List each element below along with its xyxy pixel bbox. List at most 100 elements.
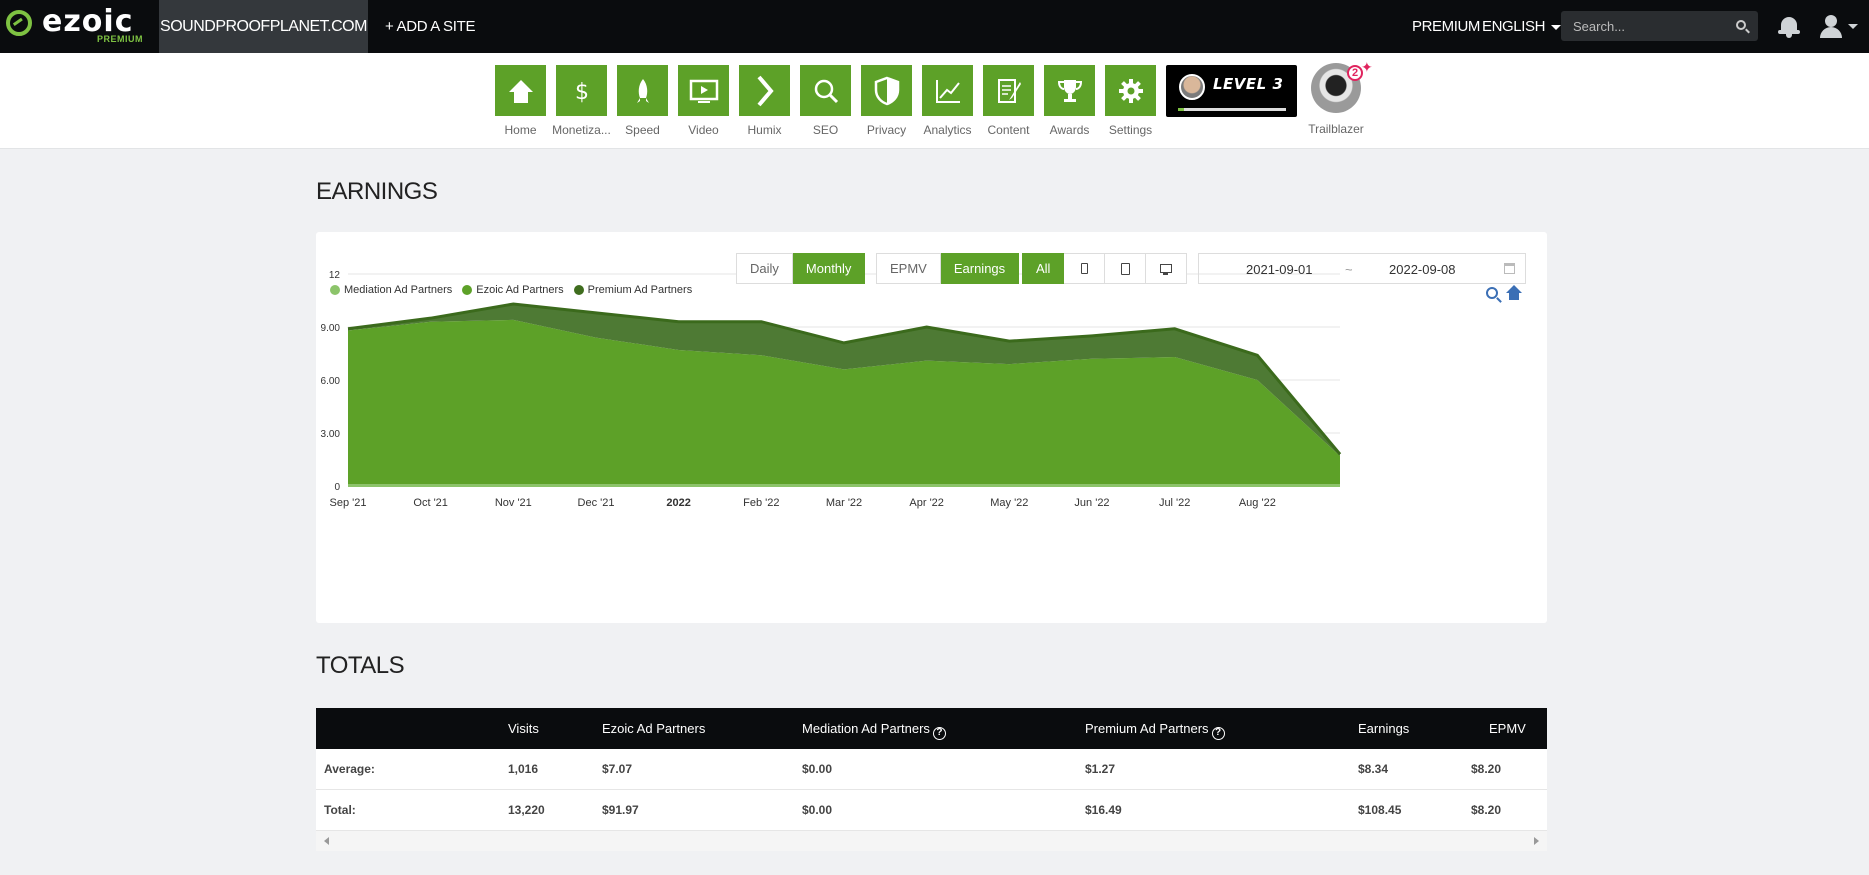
legend-item-mediation[interactable]: Mediation Ad Partners: [330, 284, 452, 296]
table-header: Visits Ezoic Ad Partners Mediation Ad Pa…: [316, 708, 1547, 749]
table-cell: $91.97: [602, 803, 639, 817]
nav-video[interactable]: Video: [673, 65, 734, 137]
home-icon: [495, 65, 546, 116]
chart-legend: Mediation Ad Partners Ezoic Ad Partners …: [330, 284, 702, 296]
site-selector[interactable]: SOUNDPROOFPLANET.COM: [159, 0, 368, 53]
x-tick-label: Jun '22: [1074, 497, 1109, 509]
nav-label: Settings: [1108, 123, 1153, 137]
trophy-icon: [1044, 65, 1095, 116]
legend-label: Mediation Ad Partners: [344, 284, 453, 296]
trailblazer-label: Trailblazer: [1308, 122, 1364, 136]
y-tick-label: 9.00: [321, 323, 341, 334]
premium-link[interactable]: PREMIUM: [1412, 18, 1481, 35]
epmv-button[interactable]: EPMV: [876, 253, 941, 284]
search-input[interactable]: [1561, 11, 1731, 41]
table-cell: $7.07: [602, 762, 633, 776]
nav-label: Speed: [625, 123, 660, 137]
dollar-icon: $: [556, 65, 607, 116]
user-icon[interactable]: [1819, 14, 1843, 38]
magnifier-icon: [800, 65, 851, 116]
x-tick-label: Feb '22: [743, 497, 779, 509]
nav-label: Awards: [1049, 123, 1090, 137]
ezoic-logo[interactable]: ezoic PREMIUM: [6, 4, 156, 46]
earnings-chart-card: 0 3.00 6.00 9.00 12 Sep '21 Oct '21 Nov '21 Dec …: [316, 232, 1547, 623]
top-bar: ezoic PREMIUM SOUNDPROOFPLANET.COM + ADD…: [0, 0, 1869, 53]
table-cell: $1.27: [1085, 762, 1116, 776]
svg-text:$: $: [575, 80, 589, 105]
column-header-wrap: Premium Ad Partners?: [1085, 708, 1225, 749]
date-end: 2022-09-08: [1389, 262, 1456, 277]
nav-speed[interactable]: Speed: [612, 65, 673, 137]
language-label: ENGLISH: [1482, 18, 1546, 35]
help-icon[interactable]: ?: [1211, 727, 1225, 740]
nav-privacy[interactable]: Privacy: [856, 65, 917, 137]
scroll-left-icon[interactable]: [324, 837, 329, 845]
horizontal-scrollbar[interactable]: [316, 831, 1547, 851]
device-toggle: All: [1022, 253, 1188, 284]
legend-item-ezoic[interactable]: Ezoic Ad Partners: [462, 284, 564, 296]
nav-monetization[interactable]: $ Monetiza...: [551, 65, 612, 137]
table-cell: $0.00: [802, 803, 833, 817]
bell-icon[interactable]: [1778, 15, 1800, 39]
caret-down-icon[interactable]: [1848, 24, 1858, 29]
x-tick-label: Jul '22: [1159, 497, 1190, 509]
table-cell: $108.45: [1358, 803, 1402, 817]
help-icon[interactable]: ?: [932, 727, 946, 740]
column-header: EPMV: [1489, 721, 1526, 736]
trailblazer-badge[interactable]: 2 ✦ Trailblazer: [1306, 59, 1373, 136]
caret-down-icon: [1551, 24, 1562, 30]
calendar-icon: [1504, 263, 1515, 274]
nav-settings[interactable]: Settings: [1100, 65, 1161, 137]
daily-button[interactable]: Daily: [736, 253, 793, 284]
phone-icon[interactable]: [1064, 253, 1106, 284]
x-tick-label: Apr '22: [909, 497, 944, 509]
monthly-button[interactable]: Monthly: [792, 253, 866, 284]
brand-name: ezoic: [42, 4, 134, 39]
nav-label: Home: [504, 123, 537, 137]
search-box[interactable]: [1561, 11, 1758, 41]
nav-seo[interactable]: SEO: [795, 65, 856, 137]
nav-content[interactable]: Content: [978, 65, 1039, 137]
level-badge[interactable]: LEVEL 3: [1166, 65, 1297, 117]
date-start: 2021-09-01: [1246, 262, 1313, 277]
earnings-chart: 0 3.00 6.00 9.00 12 Sep '21 Oct '21 Nov '21 Dec …: [321, 270, 1342, 509]
earnings-button[interactable]: Earnings: [940, 253, 1020, 284]
nav-label: Monetiza...: [552, 123, 611, 137]
ezoic-logo-icon: [6, 10, 32, 36]
tablet-icon[interactable]: [1105, 253, 1147, 284]
x-tick-label: 2022: [666, 497, 690, 509]
x-tick-label: Nov '21: [495, 497, 532, 509]
legend-item-premium[interactable]: Premium Ad Partners: [573, 284, 692, 296]
area-ezoic-ad-partners: [348, 319, 1340, 485]
nav-humix[interactable]: Humix: [734, 65, 795, 137]
nav-analytics[interactable]: Analytics: [917, 65, 978, 137]
search-icon[interactable]: [1736, 20, 1746, 30]
nav-label: Humix: [747, 123, 782, 137]
all-devices-button[interactable]: All: [1022, 253, 1065, 284]
zoom-icon[interactable]: [1486, 287, 1498, 299]
reset-zoom-home-icon[interactable]: [1506, 285, 1522, 301]
x-tick-label: Aug '22: [1239, 497, 1276, 509]
x-tick-label: Dec '21: [578, 497, 615, 509]
column-header: Mediation Ad Partners: [802, 721, 930, 736]
tool-navigation: Home $ Monetiza... Speed Video Humix SEO: [0, 53, 1869, 149]
column-header: Visits: [508, 721, 539, 736]
legend-dot: [462, 285, 473, 295]
level-progress-fill: [1178, 108, 1185, 111]
language-dropdown[interactable]: ENGLISH: [1482, 0, 1562, 53]
desktop-icon[interactable]: [1146, 253, 1188, 284]
nav-home[interactable]: Home: [490, 65, 551, 137]
row-label: Total:: [324, 803, 356, 817]
scroll-right-icon[interactable]: [1534, 837, 1539, 845]
add-site-link[interactable]: + ADD A SITE: [385, 18, 476, 35]
table-cell: 1,016: [508, 762, 539, 776]
line-chart-icon: [922, 65, 973, 116]
metric-toggle: EPMV Earnings: [876, 253, 1020, 284]
legend-dot: [330, 285, 340, 295]
column-header: Ezoic Ad Partners: [602, 721, 706, 736]
date-separator: ~: [1345, 262, 1353, 277]
series-line-premium: [347, 302, 1342, 456]
nav-awards[interactable]: Awards: [1039, 65, 1100, 137]
brand-tier: PREMIUM: [97, 34, 143, 44]
date-range-picker[interactable]: 2021-09-01 ~ 2022-09-08: [1198, 253, 1526, 284]
